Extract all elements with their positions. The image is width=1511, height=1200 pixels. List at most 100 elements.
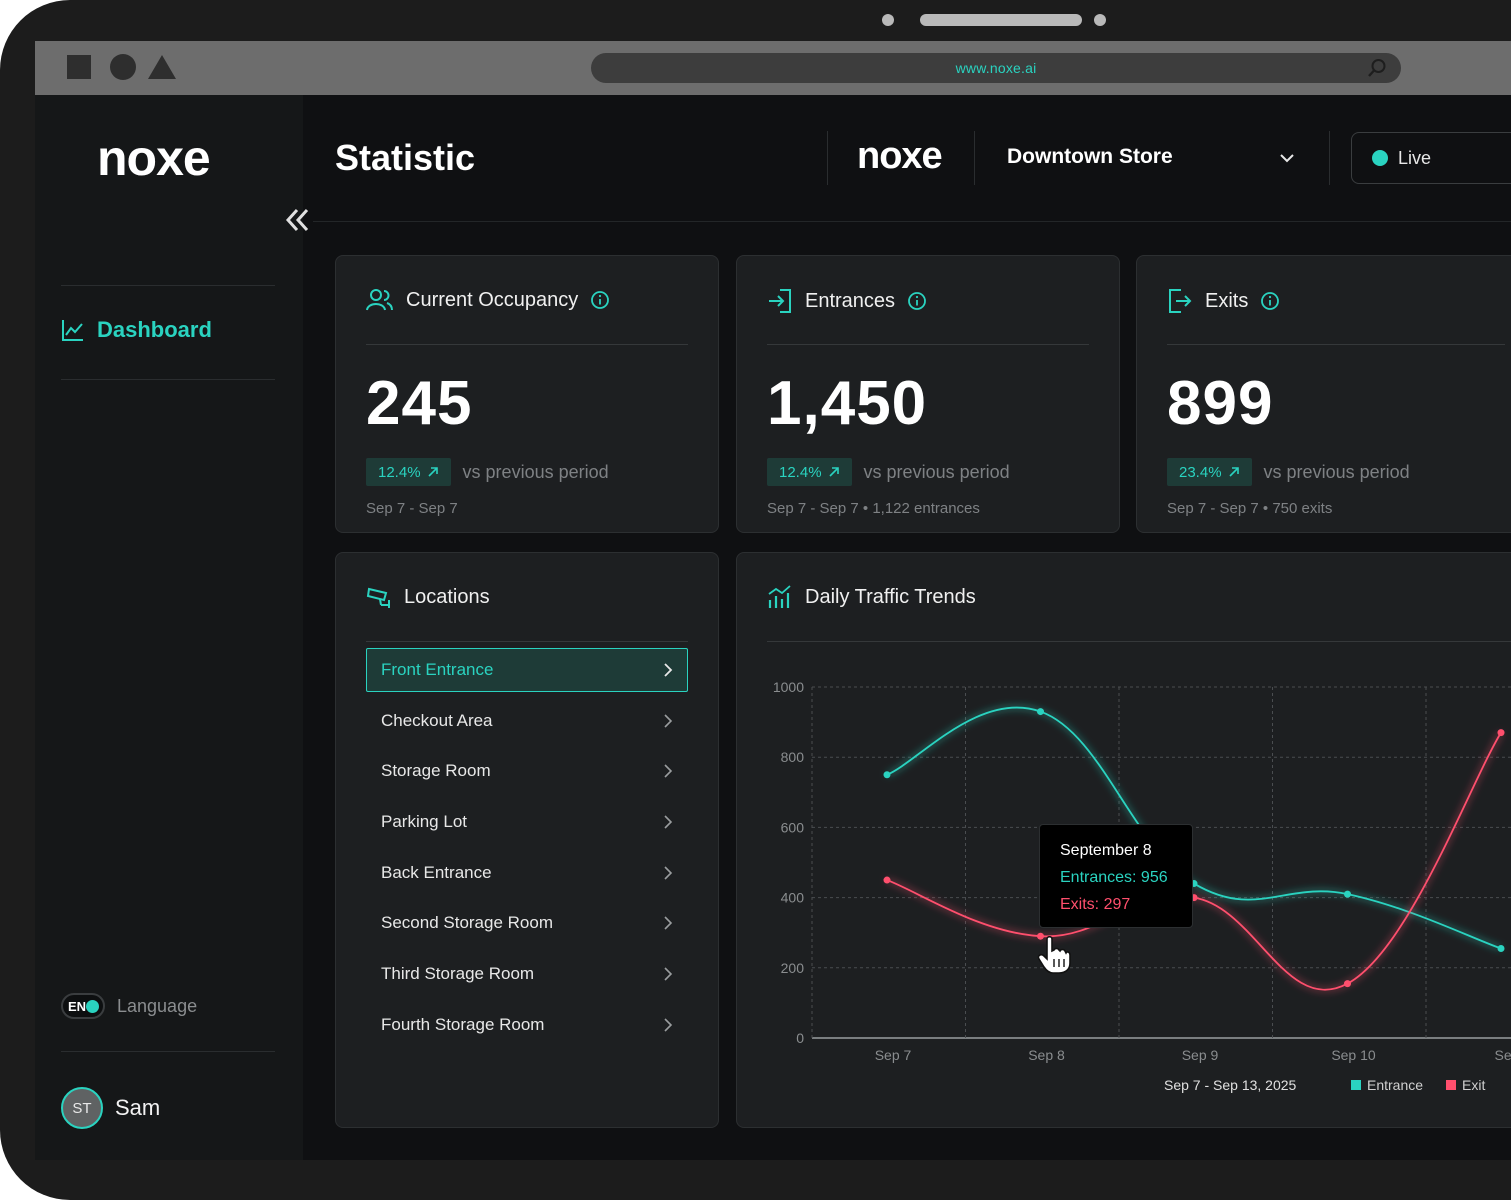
location-label: Back Entrance (381, 862, 492, 882)
legend-label: Entrance (1367, 1077, 1424, 1093)
app-window: noxe Dashboard EN Language ST Sam Statis… (35, 95, 1511, 1160)
url-text: www.noxe.ai (955, 60, 1037, 76)
location-item-parking-lot[interactable]: Parking Lot (366, 800, 688, 844)
data-point-exit[interactable] (1497, 729, 1505, 737)
circle-icon[interactable] (110, 54, 136, 80)
address-bar[interactable]: www.noxe.ai (591, 53, 1401, 83)
metric-value: 245 (366, 369, 473, 438)
card-divider (767, 641, 1511, 642)
legend-entrance[interactable]: Entrance (1351, 1077, 1423, 1093)
card-divider (366, 344, 688, 345)
delta-value: 12.4% (378, 463, 421, 481)
live-status[interactable]: Live (1351, 132, 1511, 184)
header-logo: noxe (857, 135, 943, 177)
location-label: Parking Lot (381, 812, 467, 832)
location-label: Front Entrance (381, 660, 494, 679)
sidebar-item-dashboard[interactable]: Dashboard (61, 317, 212, 343)
info-icon[interactable] (907, 291, 927, 311)
sidebar-item-label: Dashboard (97, 317, 212, 342)
search-icon[interactable] (1367, 58, 1387, 78)
sign-in-icon (769, 289, 791, 313)
collapse-sidebar-icon[interactable] (283, 205, 313, 235)
bar-chart-trend-icon (768, 585, 791, 608)
chevron-right-icon (664, 916, 673, 931)
arrow-up-right-icon (427, 467, 438, 477)
comparison-label: vs previous period (462, 461, 609, 482)
live-dot-icon (1372, 150, 1388, 166)
data-point-entrance[interactable] (1344, 890, 1351, 898)
location-item-front-entrance[interactable]: Front Entrance (366, 648, 688, 692)
y-tick-label: 1000 (773, 679, 804, 695)
x-tick-label: Sep 7 (875, 1047, 912, 1063)
user-profile[interactable]: ST Sam (61, 1087, 160, 1129)
avatar[interactable]: ST (61, 1087, 103, 1129)
y-tick-label: 400 (781, 890, 805, 906)
chevron-right-icon (664, 663, 673, 677)
language-switch[interactable]: EN Language (61, 993, 197, 1019)
legend-swatch (1446, 1080, 1456, 1090)
delta-value: 12.4% (779, 463, 822, 481)
info-icon[interactable] (1260, 291, 1280, 311)
line-chart-icon (62, 320, 83, 341)
data-point-exit[interactable] (883, 876, 891, 884)
location-item-back-entrance[interactable]: Back Entrance (366, 851, 688, 895)
user-name: Sam (115, 1095, 161, 1120)
location-item-storage-room[interactable]: Storage Room (366, 749, 688, 793)
data-point-entrance[interactable] (1497, 944, 1505, 952)
period-label: Sep 7 - Sep 7 • 750 exits (1167, 500, 1333, 517)
header-divider (313, 221, 1511, 222)
y-tick-label: 600 (781, 819, 805, 835)
y-tick-label: 800 (781, 749, 805, 765)
x-tick-label: Sep (1495, 1047, 1511, 1063)
browser-toolbar: www.noxe.ai (35, 41, 1511, 95)
card-title: Daily Traffic Trends (805, 585, 976, 608)
x-tick-label: Sep 10 (1331, 1047, 1376, 1063)
entrances-card: Entrances 1,450 12.4% vs previous period… (736, 255, 1120, 533)
card-header: Exits (1167, 288, 1280, 314)
y-tick-label: 0 (796, 1030, 804, 1046)
card-divider (767, 344, 1089, 345)
camera-dot (882, 14, 894, 26)
card-title: Entrances (805, 289, 896, 312)
header-separator (974, 131, 975, 185)
card-header: Current Occupancy (366, 288, 610, 312)
triangle-icon[interactable] (147, 54, 177, 80)
data-point-entrance[interactable] (883, 771, 891, 779)
tooltip-date: September 8 (1060, 842, 1152, 859)
arrow-up-right-icon (1228, 467, 1239, 477)
store-select[interactable]: Downtown Store (1007, 145, 1173, 168)
location-item-checkout-area[interactable]: Checkout Area (366, 699, 688, 743)
location-item-third-storage-room[interactable]: Third Storage Room (366, 952, 688, 996)
chevron-right-icon (664, 815, 673, 829)
location-item-fourth-storage-room[interactable]: Fourth Storage Room (366, 1003, 688, 1047)
location-item-second-storage-room[interactable]: Second Storage Room (366, 901, 688, 945)
period-label: Sep 7 - Sep 7 • 1,122 entrances (767, 500, 980, 517)
sidebar-divider (61, 1051, 275, 1052)
occupancy-card: Current Occupancy 245 12.4% vs previous … (335, 255, 719, 533)
hand-cursor-icon (1037, 935, 1071, 974)
speaker-bar (920, 14, 1082, 26)
chevron-right-icon (664, 714, 673, 728)
language-toggle[interactable]: EN (61, 993, 105, 1019)
language-code: EN (68, 999, 87, 1014)
delta-badge: 12.4% (767, 458, 852, 486)
x-tick-label: Sep 9 (1182, 1047, 1219, 1063)
data-point-entrance[interactable] (1037, 708, 1044, 716)
legend-exit[interactable]: Exit (1446, 1077, 1485, 1093)
page-title: Statistic (335, 137, 476, 178)
square-icon[interactable] (67, 55, 91, 79)
card-header: Locations (366, 585, 490, 609)
data-point-exit[interactable] (1037, 932, 1044, 940)
header-separator (1329, 131, 1330, 185)
location-label: Fourth Storage Room (381, 1014, 545, 1034)
sign-out-icon (1169, 289, 1192, 313)
live-label: Live (1398, 147, 1432, 168)
info-icon[interactable] (590, 290, 610, 310)
data-point-exit[interactable] (1344, 980, 1351, 988)
location-label: Storage Room (381, 761, 491, 781)
sidebar-divider (61, 379, 275, 380)
metric-value: 1,450 (767, 369, 928, 438)
arrow-up-right-icon (828, 467, 839, 477)
sensor-dot (1094, 14, 1106, 26)
chevron-down-icon[interactable] (1278, 151, 1296, 165)
